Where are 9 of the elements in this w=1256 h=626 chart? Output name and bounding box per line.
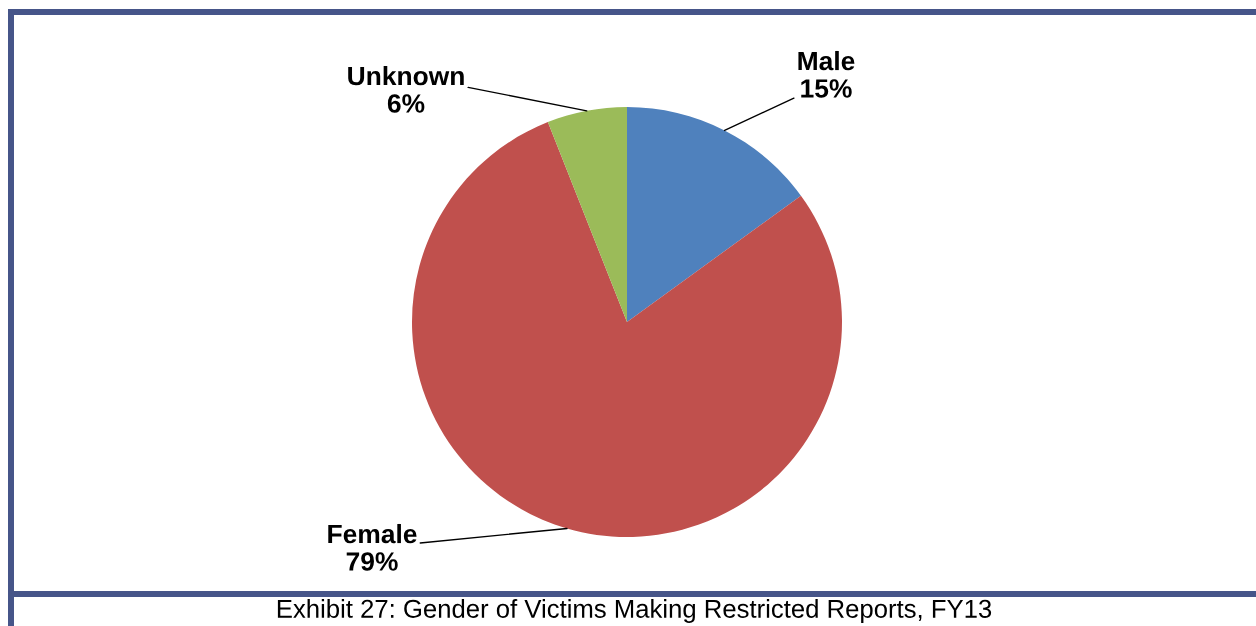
slice-label: Female <box>328 523 417 544</box>
slice-label: Unknown <box>348 65 464 86</box>
text: Exhibit 27: Gender of Victims Making Restricted Reports, FY13 <box>277 599 992 623</box>
data-label: 6% <box>387 94 425 113</box>
pie-slice <box>547 107 627 322</box>
pie-slice <box>627 107 801 322</box>
data-label: 79% <box>346 552 398 571</box>
data-label: 15% <box>801 79 852 98</box>
slice-label: Male <box>798 50 855 71</box>
